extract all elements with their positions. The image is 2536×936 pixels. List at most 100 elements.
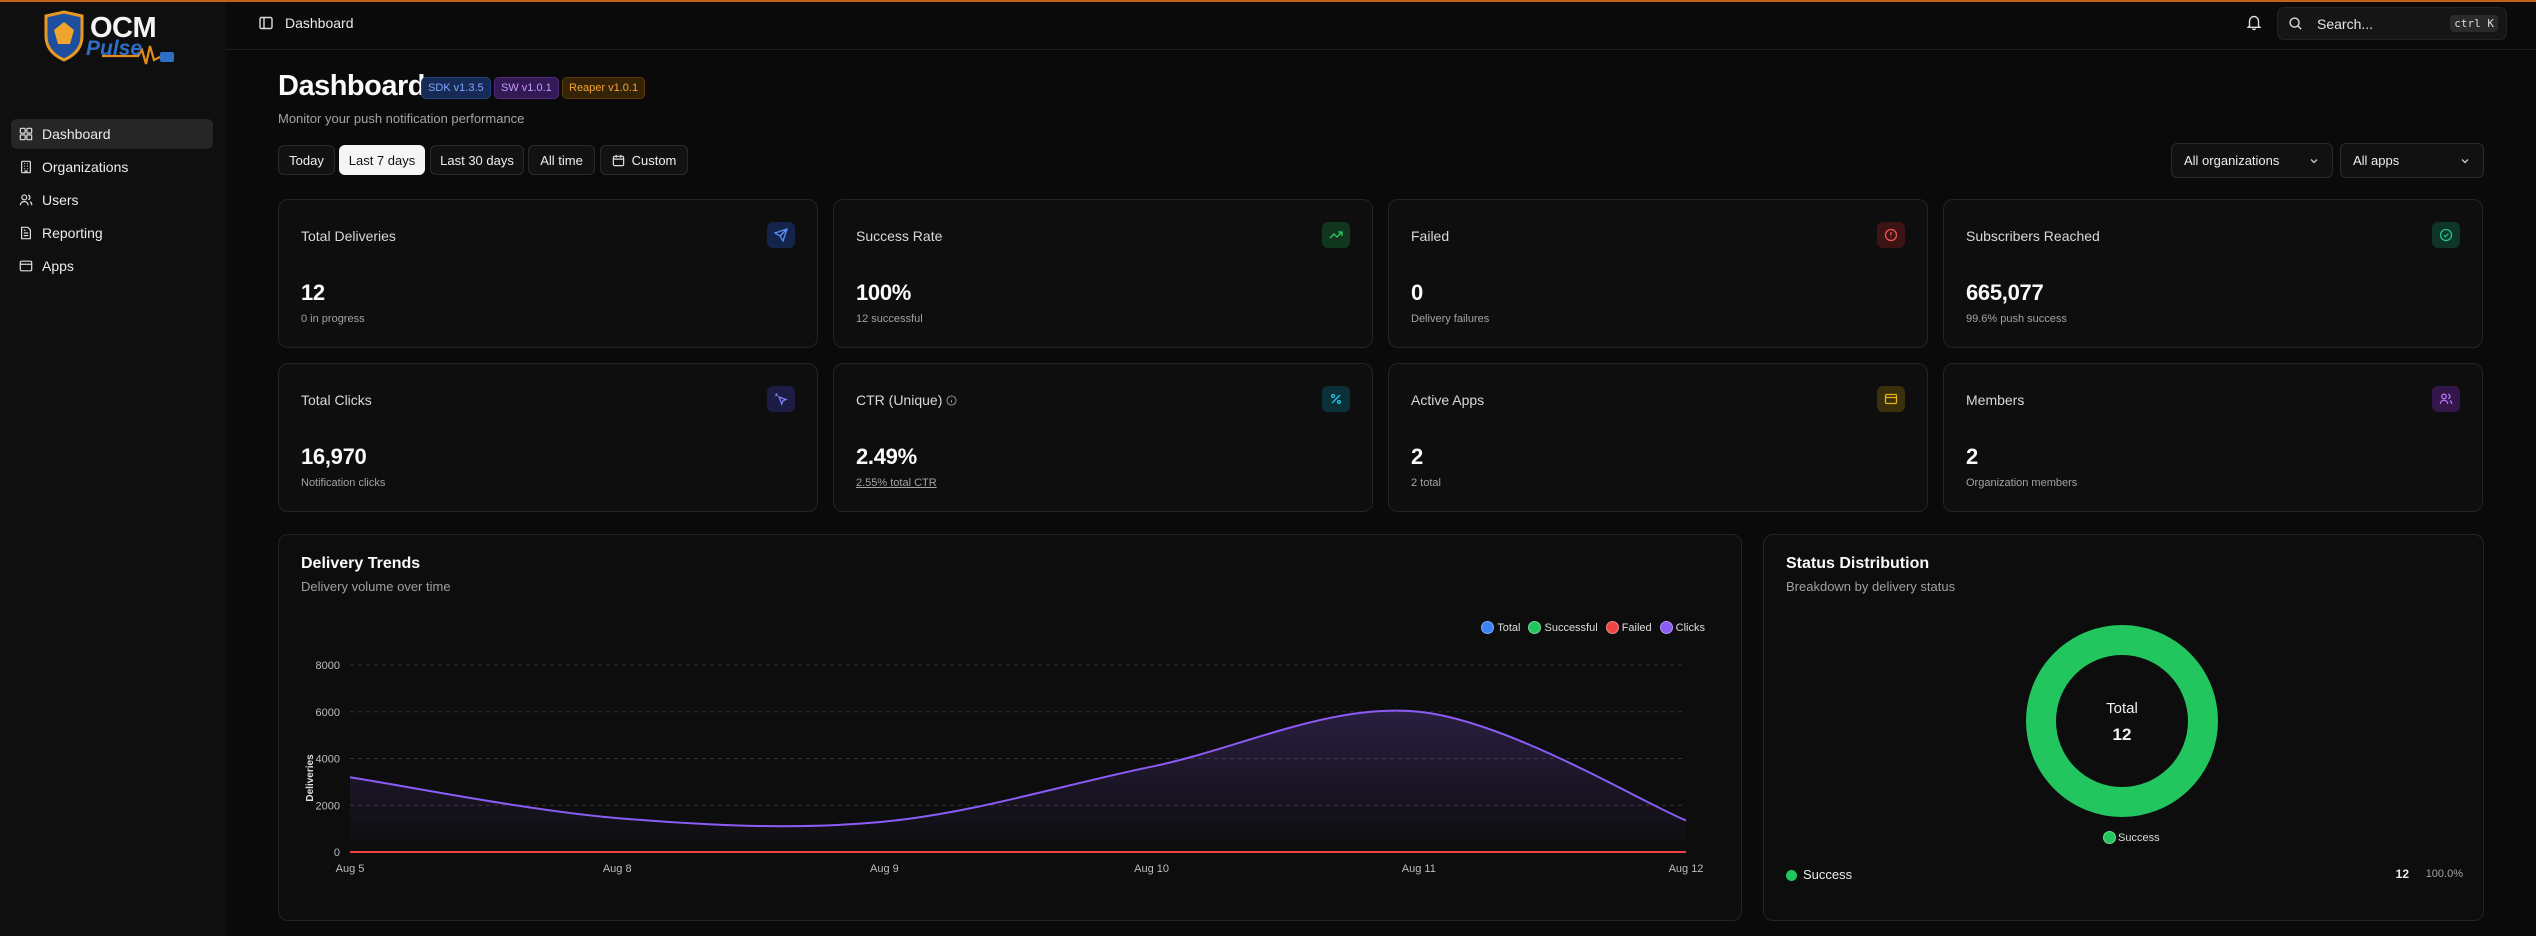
stat-sub[interactable]: 2.55% total CTR bbox=[856, 477, 937, 489]
legend-item-clicks[interactable]: Clicks bbox=[1659, 621, 1705, 634]
range-last30-button[interactable]: Last 30 days bbox=[430, 145, 524, 175]
breadcrumb: Dashboard bbox=[285, 15, 354, 31]
stat-value: 16,970 bbox=[301, 444, 367, 469]
range-last7-button[interactable]: Last 7 days bbox=[339, 145, 425, 175]
search-placeholder: Search... bbox=[2317, 15, 2374, 32]
legend-swatch bbox=[1659, 621, 1673, 634]
sidebar-item-reporting[interactable]: Reporting bbox=[11, 218, 213, 248]
legend-swatch bbox=[1528, 621, 1542, 634]
sidebar-item-label: Apps bbox=[42, 258, 74, 274]
y-ticks: 0 2000 4000 6000 8000 bbox=[316, 660, 340, 859]
shield-logo-icon bbox=[44, 10, 174, 65]
y-axis-label: Deliveries bbox=[305, 754, 316, 802]
legend-item-successful[interactable]: Successful bbox=[1528, 621, 1598, 634]
sidebar-item-dashboard[interactable]: Dashboard bbox=[11, 119, 213, 149]
sidebar-item-label: Users bbox=[42, 192, 79, 208]
stat-value: 12 bbox=[301, 280, 325, 305]
stat-card-ctr: CTR (Unique) 2.49% 2.55% total CTR bbox=[833, 363, 1373, 512]
sidebar-item-organizations[interactable]: Organizations bbox=[11, 152, 213, 182]
x-tick-label: Aug 5 bbox=[336, 863, 365, 875]
panel-subtitle: Delivery volume over time bbox=[301, 579, 451, 594]
send-icon bbox=[767, 222, 795, 248]
stat-label: CTR (Unique) bbox=[856, 392, 957, 408]
stat-label: Subscribers Reached bbox=[1966, 228, 2100, 244]
page-title: Dashboard bbox=[278, 70, 425, 102]
donut-slice-success[interactable] bbox=[2026, 625, 2218, 817]
stat-label: Active Apps bbox=[1411, 392, 1485, 408]
donut-legend-item[interactable]: Success bbox=[2103, 831, 2160, 844]
sidebar-toggle-icon[interactable] bbox=[258, 15, 274, 31]
app-window-icon bbox=[1877, 386, 1905, 412]
bell-icon[interactable] bbox=[2245, 13, 2263, 31]
series-area-clicks bbox=[350, 710, 1686, 852]
sw-version-badge: SW v1.0.1 bbox=[494, 77, 559, 99]
page-subtitle: Monitor your push notification performan… bbox=[278, 111, 525, 126]
y-tick-label: 8000 bbox=[316, 660, 340, 672]
legend-label: Clicks bbox=[1675, 621, 1705, 634]
info-icon[interactable] bbox=[946, 395, 957, 406]
trending-up-icon bbox=[1322, 222, 1350, 248]
range-alltime-button[interactable]: All time bbox=[528, 145, 595, 175]
stat-label: Members bbox=[1966, 392, 2025, 408]
dashboard-icon bbox=[19, 127, 33, 141]
sidebar-item-label: Organizations bbox=[42, 159, 129, 175]
panel-subtitle: Breakdown by delivery status bbox=[1786, 579, 1956, 594]
percent-icon bbox=[1322, 386, 1350, 412]
stat-value: 665,077 bbox=[1966, 280, 2044, 305]
panel-title: Delivery Trends bbox=[301, 555, 421, 572]
range-custom-button[interactable]: Custom bbox=[600, 145, 688, 175]
status-name: Success bbox=[1803, 867, 1853, 882]
app-logo[interactable]: OCM Pulse bbox=[42, 10, 182, 74]
stat-card-success-rate: Success Rate 100% 12 successful bbox=[833, 199, 1373, 348]
stat-sub: 2 total bbox=[1411, 477, 1441, 489]
building-icon bbox=[19, 160, 33, 174]
stat-label: Total Clicks bbox=[301, 392, 372, 408]
legend-label: Total bbox=[1497, 621, 1521, 634]
stat-sub: 12 successful bbox=[856, 313, 923, 325]
logo-line-1: OCM bbox=[90, 12, 157, 44]
stat-value: 100% bbox=[856, 280, 912, 305]
sidebar-item-label: Reporting bbox=[42, 225, 103, 241]
series-line-clicks[interactable] bbox=[349, 709, 1687, 828]
search-input[interactable]: Search... ctrl K bbox=[2277, 7, 2507, 40]
status-donut[interactable]: Total 12 bbox=[2026, 625, 2218, 817]
chart-series bbox=[349, 709, 1687, 853]
search-icon bbox=[2289, 17, 2302, 30]
sdk-version-badge: SDK v1.3.5 bbox=[421, 77, 491, 99]
stat-value: 2 bbox=[1411, 444, 1423, 469]
top-header: Dashboard Search... ctrl K bbox=[226, 2, 2536, 50]
apps-select[interactable]: All apps bbox=[2340, 143, 2484, 178]
check-circle-icon bbox=[2432, 222, 2460, 248]
x-tick-label: Aug 8 bbox=[603, 863, 632, 875]
range-today-button[interactable]: Today bbox=[278, 145, 335, 175]
sidebar-item-apps[interactable]: Apps bbox=[11, 251, 213, 281]
alert-circle-icon bbox=[1877, 222, 1905, 248]
stat-sub: Organization members bbox=[1966, 477, 2078, 489]
chart-legend: Total Successful Failed Clicks bbox=[1473, 621, 1705, 634]
delivery-trends-panel: Delivery Trends Delivery volume over tim… bbox=[278, 534, 1742, 921]
accent-top-bar bbox=[0, 0, 2536, 2]
reaper-version-badge: Reaper v1.0.1 bbox=[562, 77, 646, 99]
legend-item-total[interactable]: Total bbox=[1481, 621, 1520, 634]
search-shortcut-badge: ctrl K bbox=[2450, 15, 2498, 32]
status-percent: 100.0% bbox=[2425, 868, 2463, 880]
stat-card-members: Members 2 Organization members bbox=[1943, 363, 2483, 512]
stat-label: Failed bbox=[1411, 228, 1450, 244]
sidebar-item-users[interactable]: Users bbox=[11, 185, 213, 215]
stat-card-active-apps: Active Apps 2 2 total bbox=[1388, 363, 1928, 512]
stat-value: 2 bbox=[1966, 444, 1978, 469]
organization-select[interactable]: All organizations bbox=[2171, 143, 2333, 178]
y-tick-label: 6000 bbox=[316, 707, 340, 719]
status-dot bbox=[1786, 870, 1797, 881]
y-tick-label: 2000 bbox=[316, 800, 340, 812]
donut-center-value: 12 bbox=[2112, 725, 2132, 744]
chevron-down-icon bbox=[2461, 159, 2469, 164]
chevron-down-icon bbox=[2310, 159, 2318, 164]
legend-item-failed[interactable]: Failed bbox=[1605, 621, 1652, 634]
donut-center-label: Total bbox=[2106, 700, 2138, 717]
sidebar: OCM Pulse Dashboard Organizations Users bbox=[0, 2, 226, 936]
stat-value: 0 bbox=[1411, 280, 1423, 305]
members-icon bbox=[2432, 386, 2460, 412]
status-row-success: Success 12 100.0% bbox=[1786, 866, 2463, 886]
